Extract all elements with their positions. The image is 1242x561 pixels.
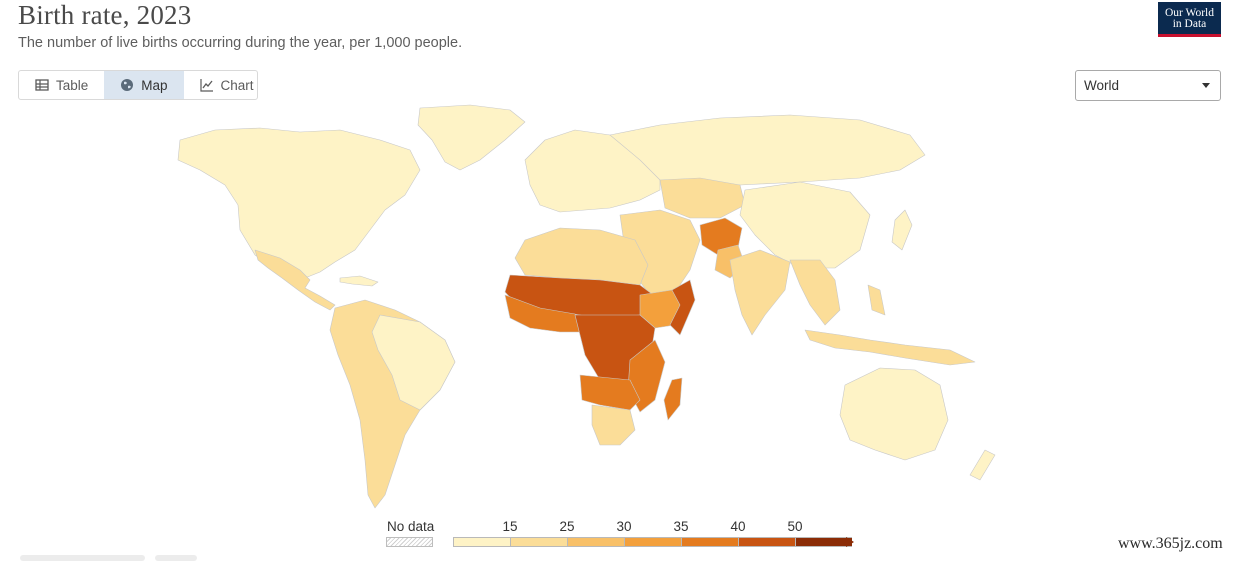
- no-data-label: No data: [387, 519, 435, 534]
- legend-tick-label: 50: [787, 519, 803, 534]
- legend-tick-label: 30: [616, 519, 632, 534]
- tab-chart-label: Chart: [220, 77, 254, 93]
- view-tabs: Table Map Chart: [18, 70, 258, 100]
- no-data-swatch: [386, 537, 433, 547]
- region-china[interactable]: [739, 181, 871, 269]
- tab-table-label: Table: [56, 77, 89, 93]
- logo-line-2: in Data: [1172, 18, 1207, 30]
- region-west-africa[interactable]: [504, 294, 591, 333]
- legend-bin[interactable]: [681, 537, 738, 547]
- page-title: Birth rate, 2023: [18, 0, 192, 30]
- region-japan[interactable]: [891, 209, 913, 251]
- legend-bin[interactable]: [795, 537, 852, 547]
- legend-bin[interactable]: [567, 537, 624, 547]
- footer-fragment-2: [155, 555, 197, 561]
- owid-logo[interactable]: Our World in Data: [1158, 2, 1221, 37]
- legend-tick-label: 35: [673, 519, 689, 534]
- watermark: www.365jz.com: [1118, 535, 1223, 552]
- table-icon: [35, 79, 49, 91]
- color-legend: No data 15 25 30 35 40 50: [0, 515, 1242, 555]
- region-north-america[interactable]: [177, 127, 421, 279]
- legend-bin[interactable]: [453, 537, 510, 547]
- legend-bin[interactable]: [624, 537, 681, 547]
- legend-tick-label: 15: [502, 519, 518, 534]
- region-madagascar[interactable]: [663, 377, 683, 421]
- legend-arrow-icon: [846, 537, 854, 547]
- region-caribbean[interactable]: [339, 275, 379, 287]
- region-southeast-asia[interactable]: [789, 259, 841, 326]
- region-india[interactable]: [729, 249, 791, 336]
- line-chart-icon: [199, 79, 213, 92]
- chevron-down-icon: [1202, 83, 1210, 88]
- legend-bin[interactable]: [738, 537, 795, 547]
- legend-bin[interactable]: [510, 537, 567, 547]
- region-select[interactable]: World: [1075, 70, 1221, 101]
- region-select-value: World: [1084, 78, 1120, 93]
- region-australia[interactable]: [839, 367, 949, 461]
- region-somalia[interactable]: [669, 279, 696, 336]
- legend-tick-label: 40: [730, 519, 746, 534]
- region-new-zealand[interactable]: [969, 449, 996, 481]
- globe-icon: [121, 79, 134, 91]
- tab-map[interactable]: Map: [104, 71, 184, 99]
- legend-tick-label: 25: [559, 519, 575, 534]
- tab-map-label: Map: [141, 77, 168, 93]
- footer-fragment-1: [20, 555, 145, 561]
- region-indonesia[interactable]: [804, 329, 976, 366]
- page-subtitle: The number of live births occurring duri…: [18, 35, 463, 51]
- tab-table[interactable]: Table: [19, 71, 104, 99]
- tab-chart[interactable]: Chart: [184, 71, 257, 99]
- region-mexico[interactable]: [254, 249, 336, 311]
- region-brazil[interactable]: [371, 314, 456, 411]
- region-philippines[interactable]: [867, 284, 886, 316]
- region-europe[interactable]: [524, 129, 661, 213]
- region-central-asia[interactable]: [659, 177, 746, 219]
- region-southern-africa[interactable]: [591, 404, 636, 446]
- logo-line-1: Our World: [1164, 7, 1214, 19]
- region-russia[interactable]: [609, 114, 926, 189]
- world-map: [177, 104, 996, 509]
- region-greenland[interactable]: [417, 104, 526, 171]
